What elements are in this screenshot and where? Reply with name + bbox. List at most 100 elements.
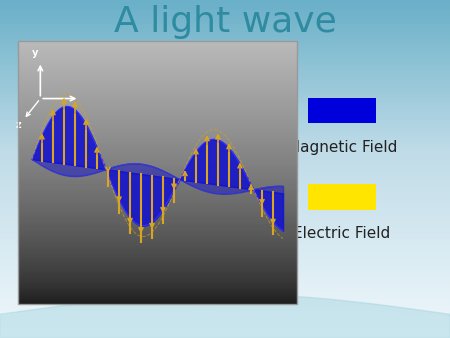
Bar (0, 10, 450, 12)
Bar (0, 20, 450, 22)
Bar (0, 63, 450, 64)
Bar (18, 174, 297, 177)
Bar (0, 257, 450, 259)
Bar (18, 265, 297, 267)
Bar (18, 210, 297, 212)
Bar (0, 221, 450, 223)
Bar (0, 128, 450, 130)
Bar (0, 291, 450, 292)
Bar (0, 49, 450, 51)
Bar (0, 319, 450, 321)
Bar (0, 42, 450, 44)
Bar (0, 228, 450, 230)
Bar (0, 220, 450, 221)
Bar (0, 282, 450, 284)
Bar (0, 243, 450, 245)
Bar (18, 100, 297, 102)
Bar (0, 100, 450, 101)
Bar (0, 52, 450, 54)
Bar (18, 289, 297, 291)
Bar (0, 123, 450, 125)
Bar (18, 43, 297, 45)
Bar (18, 95, 297, 98)
Bar (0, 331, 450, 333)
Bar (0, 59, 450, 61)
Bar (0, 218, 450, 220)
Bar (18, 302, 297, 304)
Bar (0, 139, 450, 140)
Bar (0, 41, 450, 42)
Bar (0, 279, 450, 281)
Bar (0, 90, 450, 91)
Bar (0, 130, 450, 132)
Bar (0, 309, 450, 311)
Text: Electric Field: Electric Field (293, 226, 391, 241)
Bar (0, 29, 450, 30)
Bar (0, 117, 450, 118)
Bar (0, 196, 450, 198)
Bar (0, 232, 450, 233)
Bar (18, 251, 297, 254)
Bar (18, 113, 297, 115)
Bar (18, 131, 297, 133)
Bar (18, 194, 297, 197)
Bar (0, 269, 450, 270)
Bar (0, 30, 450, 32)
Bar (18, 177, 297, 179)
Bar (0, 71, 450, 73)
Bar (0, 8, 450, 10)
Bar (0, 326, 450, 328)
Bar (18, 249, 297, 251)
Bar (18, 76, 297, 78)
Bar (0, 64, 450, 66)
Bar (0, 255, 450, 257)
Bar (0, 323, 450, 324)
Bar (0, 201, 450, 203)
Bar (0, 103, 450, 105)
Bar (18, 181, 297, 183)
Bar (18, 91, 297, 93)
Bar (18, 137, 297, 140)
Bar (18, 124, 297, 126)
Bar (0, 120, 450, 122)
Bar (0, 152, 450, 154)
Bar (18, 287, 297, 289)
Bar (0, 154, 450, 155)
Bar (0, 206, 450, 208)
Bar (0, 245, 450, 247)
Bar (0, 179, 450, 181)
Bar (18, 199, 297, 201)
Bar (18, 139, 297, 142)
Bar (0, 265, 450, 267)
Bar (18, 232, 297, 234)
Bar (0, 172, 450, 174)
Bar (18, 71, 297, 74)
Bar (18, 144, 297, 146)
Bar (0, 287, 450, 289)
Bar (18, 170, 297, 172)
Bar (0, 84, 450, 86)
Bar (0, 106, 450, 108)
Bar (18, 47, 297, 49)
Bar (0, 324, 450, 326)
Bar (0, 176, 450, 177)
Text: A light wave: A light wave (113, 5, 337, 39)
Bar (0, 3, 450, 5)
Bar (0, 304, 450, 306)
Bar (18, 58, 297, 61)
Bar (0, 296, 450, 297)
Bar (0, 252, 450, 254)
Bar (0, 167, 450, 169)
Bar (308, 98, 376, 123)
Bar (0, 199, 450, 201)
Bar (18, 258, 297, 260)
Bar (0, 88, 450, 90)
Bar (0, 159, 450, 161)
Bar (18, 284, 297, 287)
Bar (0, 233, 450, 235)
Bar (0, 144, 450, 145)
Bar (0, 240, 450, 242)
Bar (0, 19, 450, 20)
Bar (18, 247, 297, 249)
Bar (0, 286, 450, 287)
